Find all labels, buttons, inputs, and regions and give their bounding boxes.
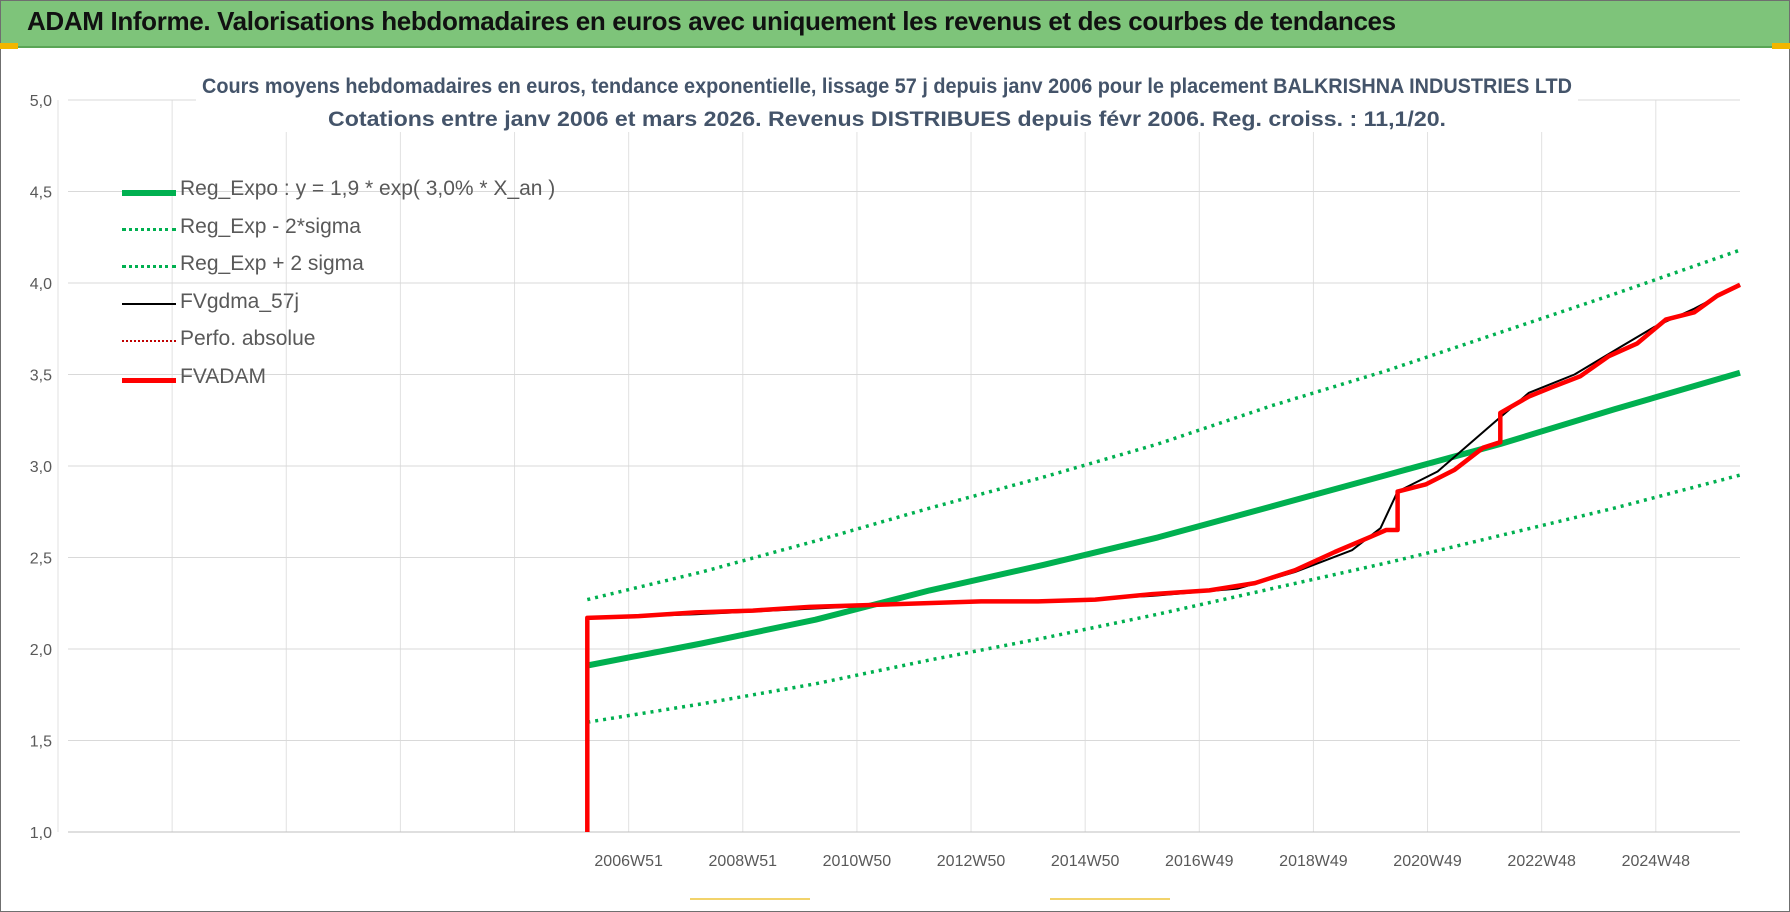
y-tick-label: 2,5 — [30, 551, 52, 568]
chart-title-box — [196, 68, 1578, 132]
legend-swatch — [122, 265, 176, 268]
legend-label: Reg_Exp - 2*sigma — [180, 214, 361, 238]
x-tick-label: 2022W48 — [1507, 853, 1576, 870]
y-tick-label: 1,5 — [30, 734, 52, 751]
x-tick-label: 2016W49 — [1165, 853, 1234, 870]
series-line-5 — [585, 282, 1741, 832]
axis-layer: 1,0 1,5 2,0 2,5 3,0 3,5 4,0 4,5 5,0 2006W51 2008W5… — [30, 93, 1740, 870]
legend-swatch — [122, 302, 176, 305]
bottom-accent-right — [1050, 898, 1170, 900]
legend-label: FVgdma_57j — [180, 289, 300, 313]
y-tick-label: 1,0 — [30, 825, 52, 842]
y-tick-label: 3,5 — [30, 368, 52, 385]
header-bar: ADAM Informe. Valorisations hebdomadaire… — [1, 1, 1789, 48]
x-tick-label: 2024W48 — [1622, 853, 1691, 870]
legend-label: FVADAM — [180, 364, 266, 388]
x-tick-label: 2020W49 — [1393, 853, 1462, 870]
legend-label: Reg_Expo : y = 1,9 * exp( 3,0% * X_an ) — [180, 177, 556, 200]
x-tick-label: 2012W50 — [937, 853, 1006, 870]
legend-swatch — [122, 190, 176, 196]
series-line-0 — [586, 369, 1741, 669]
legend-label: Reg_Exp + 2 sigma — [180, 252, 364, 275]
corner-accent-top-left — [0, 43, 18, 49]
y-tick-label: 4,5 — [30, 185, 52, 202]
series-line-3 — [590, 283, 1741, 619]
y-tick-label: 2,0 — [30, 642, 52, 659]
corner-accent-top-right — [1772, 43, 1790, 49]
bottom-accent-left — [690, 898, 810, 900]
legend-swatch — [122, 340, 176, 342]
legend-label: Perfo. absolue — [180, 327, 316, 350]
x-tick-label: 2018W49 — [1279, 853, 1348, 870]
legend-swatch — [122, 377, 176, 383]
y-tick-label: 5,0 — [30, 93, 52, 110]
grid-layer — [57, 99, 1740, 833]
y-tick-label: 4,0 — [30, 276, 52, 293]
chart-subtitle: Cotations entre janv 2006 et mars 2026. … — [328, 108, 1446, 131]
series-line-1 — [587, 473, 1741, 724]
x-tick-label: 2006W51 — [594, 853, 663, 870]
legend-swatch — [122, 227, 176, 231]
chart-title: Cours moyens hebdomadaires en euros, ten… — [202, 75, 1572, 98]
x-tick-label: 2010W50 — [823, 853, 892, 870]
x-tick-label: 2008W51 — [709, 853, 778, 870]
y-tick-label: 3,0 — [30, 459, 52, 476]
page-title: ADAM Informe. Valorisations hebdomadaire… — [27, 6, 1396, 36]
series-layer — [585, 248, 1741, 832]
x-tick-label: 2014W50 — [1051, 853, 1120, 870]
